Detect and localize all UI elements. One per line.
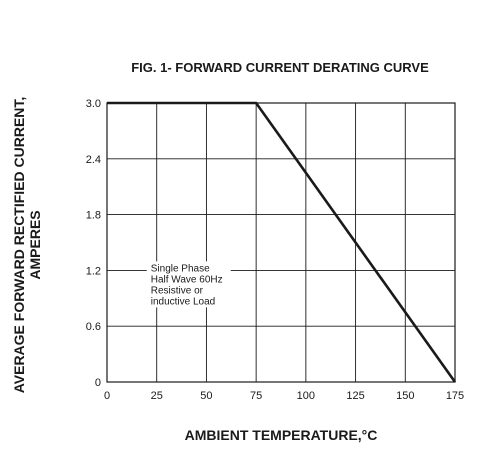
y-tick-labels: 0 0.6 1.2 1.8 2.4 3.0 (86, 98, 101, 389)
y-axis-label-group: AVERAGE FORWARD RECTIFIED CURRENT, AMPER… (11, 97, 43, 394)
derating-curve (107, 101, 457, 383)
x-tick-labels: 0 25 50 75 100 125 150 175 (104, 390, 464, 402)
x-tick-label: 175 (446, 390, 464, 402)
y-tick-label: 1.8 (86, 210, 101, 222)
x-tick-label: 150 (396, 390, 414, 402)
y-tick-label: 3.0 (86, 98, 101, 110)
annotation-line: inductive Load (151, 296, 216, 307)
x-tick-label: 25 (151, 390, 163, 402)
plot-frame (106, 102, 456, 383)
annotation-line: Single Phase (151, 263, 210, 274)
x-tick-label: 100 (297, 390, 315, 402)
y-axis-label-line1: AVERAGE FORWARD RECTIFIED CURRENT, (11, 97, 27, 394)
y-tick-label: 0 (95, 377, 101, 389)
x-tick-label: 0 (104, 390, 110, 402)
chart-title: FIG. 1- FORWARD CURRENT DERATING CURVE (131, 60, 429, 75)
x-tick-label: 50 (200, 390, 212, 402)
annotation-line: Half Wave 60Hz (151, 274, 223, 285)
y-axis-label-line2: AMPERES (27, 210, 43, 279)
x-axis-label: AMBIENT TEMPERATURE,°C (185, 427, 378, 443)
x-tick-label: 75 (250, 390, 262, 402)
y-tick-label: 1.2 (86, 265, 101, 277)
y-tick-label: 2.4 (86, 154, 101, 166)
annotation-line: Resistive or (151, 285, 204, 296)
y-tick-label: 0.6 (86, 321, 101, 333)
x-tick-label: 125 (346, 390, 364, 402)
annotation-background (146, 261, 231, 308)
grid-lines (107, 103, 455, 382)
series-group (107, 101, 457, 383)
